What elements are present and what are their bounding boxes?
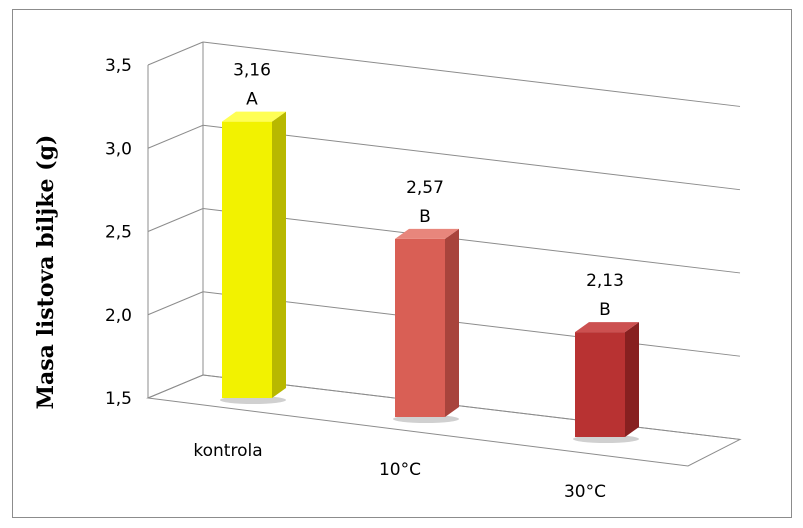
grid-side-line [147, 291, 204, 316]
y-tick-label: 2,5 [105, 223, 132, 243]
grid-side-line [147, 208, 204, 232]
bar-top [575, 322, 639, 333]
x-tick-label: 30°C [564, 482, 606, 502]
data-label-letter: B [419, 207, 431, 227]
y-tick-label: 3,0 [105, 139, 132, 159]
y-tick-label: 1,5 [105, 389, 132, 409]
bar-top [222, 111, 286, 122]
x-tick-label: kontrola [193, 441, 262, 461]
chart-floor [146, 374, 742, 467]
bar-side [272, 111, 286, 399]
data-label-value: 2,57 [406, 178, 444, 198]
bars-layer [220, 111, 639, 443]
data-label-value: 3,16 [233, 61, 271, 81]
grid-side-line [147, 41, 204, 66]
data-label-letter: A [246, 90, 258, 110]
y-axis-title: Masa listova biljke (g) [33, 135, 59, 410]
bar-side [625, 322, 639, 437]
bar-side [445, 228, 459, 417]
gridline [202, 124, 741, 191]
data-label-letter: B [599, 300, 611, 320]
bar-top [395, 228, 459, 239]
grid-side-line [147, 124, 204, 149]
x-tick-label: 10°C [379, 460, 421, 480]
gridline [202, 291, 741, 357]
gridline [202, 41, 741, 107]
bar [395, 238, 445, 417]
data-label-value: 2,13 [586, 271, 624, 291]
bar [575, 332, 625, 437]
grid-layer [146, 41, 742, 467]
y-tick-label: 3,5 [105, 56, 132, 76]
y-tick-label: 2,0 [105, 306, 132, 326]
bar [222, 121, 272, 399]
gridline [202, 208, 741, 274]
